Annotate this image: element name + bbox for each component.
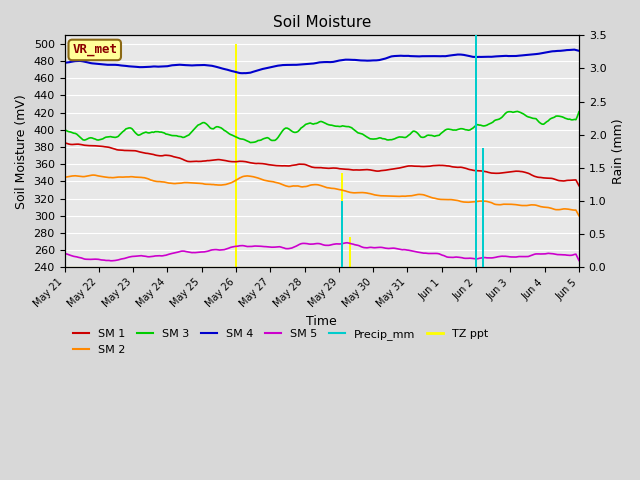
Bar: [475, 36, 477, 267]
Bar: [349, 237, 351, 267]
Bar: [482, 148, 484, 267]
Y-axis label: Rain (mm): Rain (mm): [612, 119, 625, 184]
Bar: [475, 124, 477, 267]
Legend: SM 1, SM 2, SM 3, SM 4, SM 5, Precip_mm, TZ ppt: SM 1, SM 2, SM 3, SM 4, SM 5, Precip_mm,…: [68, 325, 493, 359]
Y-axis label: Soil Moisture (mV): Soil Moisture (mV): [15, 94, 28, 209]
Text: VR_met: VR_met: [72, 44, 117, 57]
X-axis label: Time: Time: [307, 315, 337, 328]
Bar: [235, 44, 237, 267]
Title: Soil Moisture: Soil Moisture: [273, 15, 371, 30]
Bar: [341, 173, 344, 267]
Bar: [341, 201, 343, 267]
